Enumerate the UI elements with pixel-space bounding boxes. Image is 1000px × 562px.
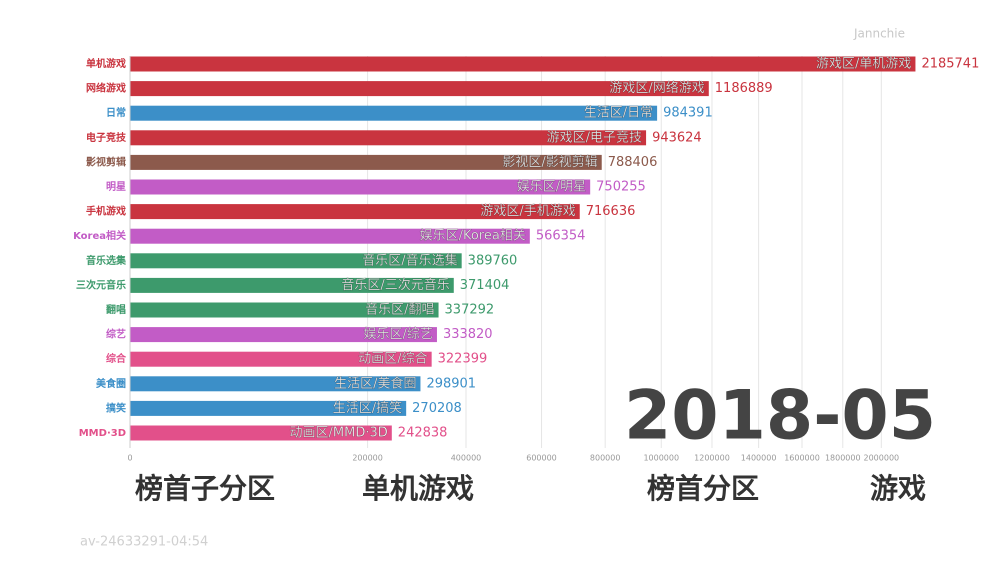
bar (130, 327, 437, 343)
date-label: 2018-05 (624, 377, 936, 456)
bar-label: 游戏区/手机游戏 (480, 204, 575, 219)
y-tick-label: 三次元音乐 (76, 278, 126, 291)
value-label: 322399 (438, 352, 488, 367)
value-label: 984391 (663, 106, 713, 121)
bar (130, 81, 709, 97)
value-label: 2185741 (921, 57, 979, 72)
bar-label: 动画区/MMD·3D (290, 426, 388, 441)
x-tick-label: 1000000 (643, 454, 679, 463)
bar (130, 154, 602, 170)
bar-label: 游戏区/单机游戏 (816, 57, 911, 72)
x-tick-label: 1600000 (784, 454, 820, 463)
bar-label: 音乐区/翻唱 (365, 302, 434, 318)
value-label: 716636 (586, 204, 636, 219)
bar-label: 音乐区/三次元音乐 (341, 277, 449, 293)
bar-label: 娱乐区/Korea相关 (420, 229, 526, 244)
y-tick-label: Korea相关 (73, 229, 126, 242)
bar (130, 56, 916, 72)
x-tick-label: 2000000 (864, 454, 900, 463)
value-label: 337292 (445, 303, 495, 318)
value-label: 270208 (412, 401, 462, 416)
y-tick-label: 手机游戏 (86, 205, 126, 218)
y-tick-label: 翻唱 (106, 303, 126, 316)
value-label: 566354 (536, 229, 586, 244)
bar (130, 253, 462, 269)
bar-label: 娱乐区/明星 (517, 180, 586, 195)
bar (130, 425, 392, 441)
value-label: 788406 (608, 155, 658, 170)
y-tick-label: 综艺 (106, 328, 126, 341)
bar-label: 音乐区/音乐选集 (362, 252, 457, 268)
x-tick-label: 0 (127, 454, 132, 463)
x-tick-label: 1400000 (741, 454, 777, 463)
y-tick-label: 音乐选集 (86, 254, 127, 267)
x-tick-label: 1800000 (825, 454, 861, 463)
y-tick-label: 明星 (106, 181, 126, 193)
bar-label: 生活区/日常 (584, 106, 653, 121)
value-label: 242838 (398, 426, 448, 441)
bar (130, 376, 421, 392)
x-tick-label: 400000 (451, 454, 482, 463)
x-tick-label: 200000 (352, 454, 383, 463)
bar-label: 生活区/美食圈 (334, 375, 416, 391)
value-label: 389760 (468, 253, 518, 268)
y-tick-label: 单机游戏 (86, 57, 126, 70)
bar-label: 影视区/影视剪辑 (502, 154, 597, 170)
bar (130, 130, 647, 146)
y-tick-label: 综合 (106, 352, 127, 365)
value-label: 1186889 (715, 81, 773, 96)
footer-caption: 榜首分区 (647, 472, 759, 505)
bar-label: 动画区/综合 (358, 352, 427, 367)
value-label: 333820 (443, 327, 493, 342)
value-label: 750255 (596, 180, 646, 195)
footer-caption: 单机游戏 (362, 472, 474, 505)
value-label: 298901 (426, 376, 476, 391)
x-tick-label: 800000 (590, 454, 621, 463)
bar (130, 105, 658, 121)
bar-label: 生活区/搞笑 (333, 400, 402, 416)
y-tick-label: 电子竞技 (86, 131, 127, 144)
bar (130, 204, 580, 220)
value-label: 371404 (460, 278, 510, 293)
watermark-author: Jannchie (853, 27, 905, 41)
bar-label: 游戏区/网络游戏 (609, 80, 704, 96)
y-tick-label: 网络游戏 (86, 82, 126, 95)
bar (130, 179, 591, 195)
watermark-video: av-24633291-04:54 (80, 535, 208, 550)
bar (130, 351, 432, 367)
bar-label: 游戏区/电子竞技 (547, 129, 642, 145)
y-tick-label: 美食圈 (96, 377, 126, 390)
bar (130, 302, 439, 318)
footer-caption: 游戏 (870, 472, 926, 505)
y-tick-label: 搞笑 (106, 401, 126, 414)
y-tick-label: MMD·3D (79, 428, 126, 439)
bar (130, 400, 407, 416)
value-label: 943624 (652, 130, 702, 145)
x-tick-label: 600000 (526, 454, 557, 463)
y-tick-label: 日常 (106, 106, 126, 119)
bar (130, 228, 530, 244)
x-tick-label: 1200000 (694, 454, 730, 463)
bar-label: 娱乐区/综艺 (364, 327, 433, 342)
footer-caption: 榜首子分区 (135, 472, 275, 505)
bar (130, 277, 454, 293)
y-tick-label: 影视剪辑 (86, 155, 126, 168)
